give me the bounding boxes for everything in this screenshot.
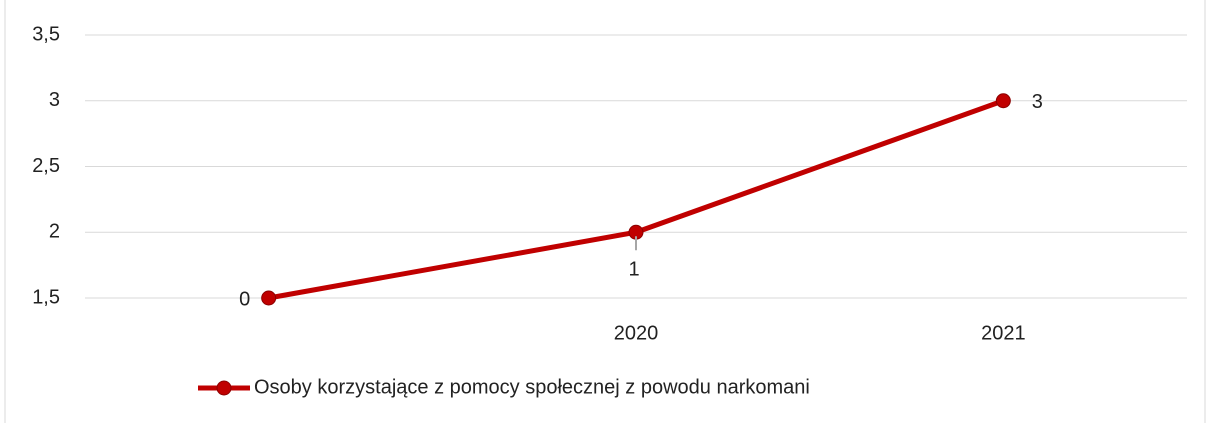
y-tick-label: 1,5 [32,286,60,308]
y-tick-label: 3 [49,89,60,111]
legend-label: Osoby korzystające z pomocy społecznej z… [254,376,810,398]
data-point [995,93,1011,109]
data-label: 3 [1032,91,1043,113]
data-label: 0 [239,288,250,310]
y-tick-label: 2 [49,221,60,243]
data-label: 1 [628,259,639,281]
x-tick-label: 2021 [981,322,1026,344]
data-point [261,290,277,306]
chart-frame [4,0,1206,423]
x-tick-label: 2020 [614,322,659,344]
y-tick-label: 3,5 [32,23,60,45]
y-tick-label: 2,5 [32,155,60,177]
legend-marker [216,380,232,396]
